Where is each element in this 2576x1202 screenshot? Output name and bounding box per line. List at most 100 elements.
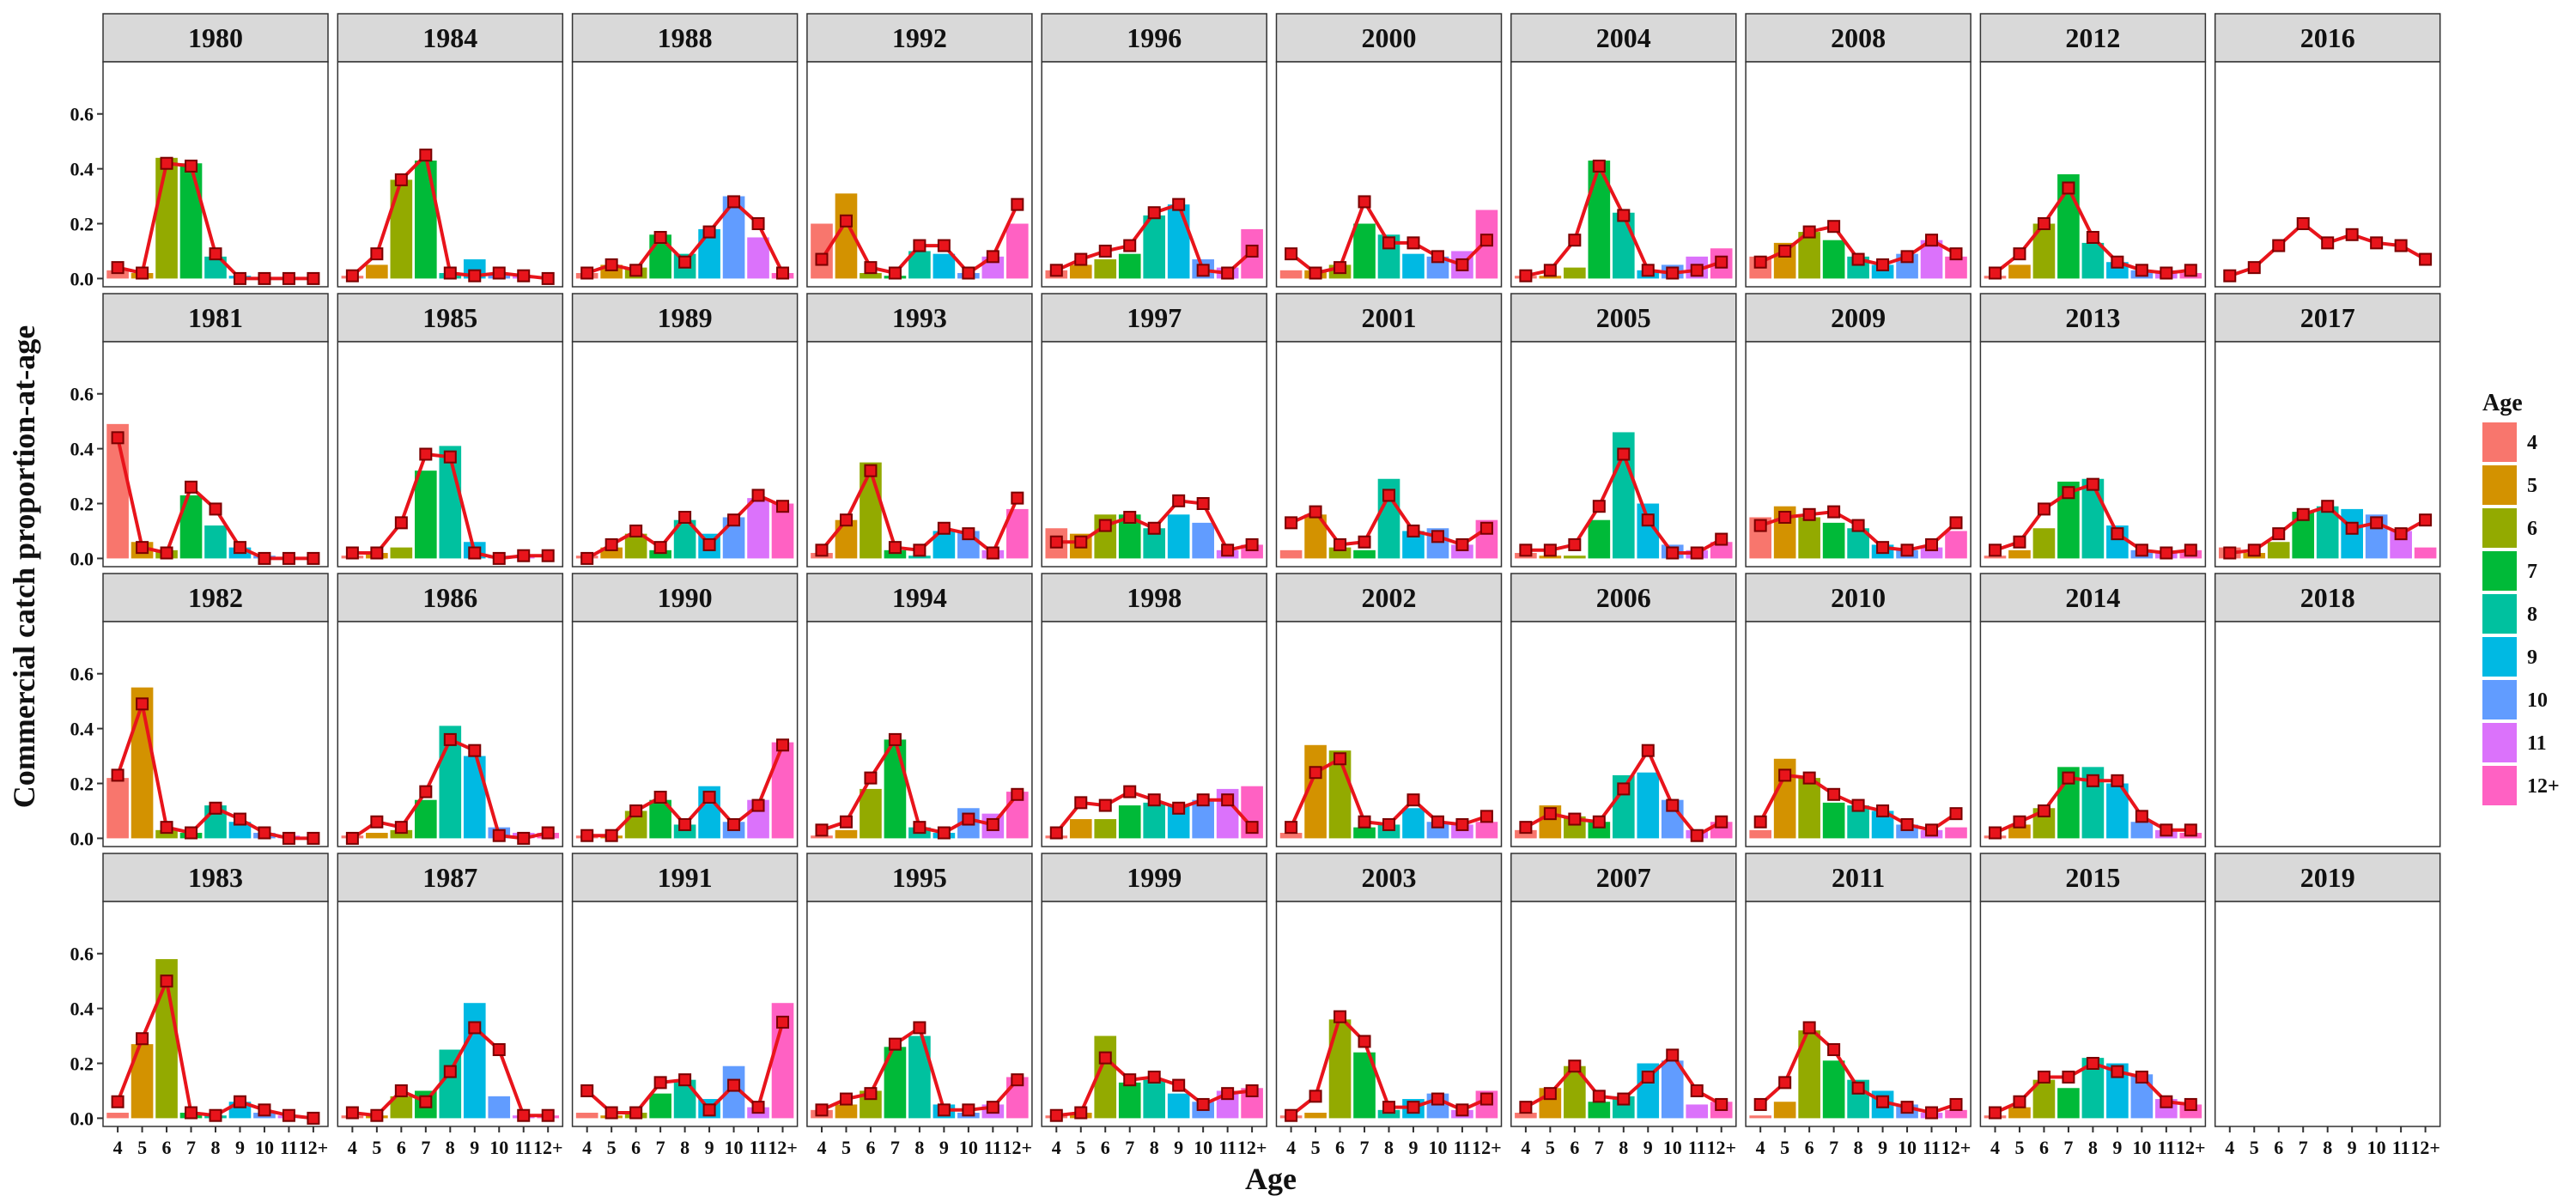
predicted-point-age-10: [492, 266, 506, 280]
predicted-point-age-11: [282, 1108, 295, 1122]
predicted-point-age-11: [1690, 829, 1704, 842]
predicted-point-age-6: [160, 974, 173, 988]
bar-age-6: [155, 829, 178, 839]
predicted-point-age-10: [1431, 815, 1444, 829]
x-tick-label: 5: [2014, 1137, 2024, 1158]
facet-panel-border: [337, 341, 564, 568]
facet-strip-label: 1990: [658, 582, 713, 613]
predicted-point-age-7: [1358, 1035, 1371, 1048]
predicted-point-age-4: [815, 823, 829, 837]
x-tick-label: 12+: [1472, 1137, 1502, 1158]
bar-age-7: [415, 161, 437, 279]
predicted-point-age-9: [233, 271, 246, 285]
bar-age-4: [811, 835, 833, 839]
legend-label-age-7: 7: [2527, 561, 2537, 583]
facet-panel: 2018: [2214, 573, 2441, 847]
predicted-point-age-8: [1147, 206, 1161, 220]
predicted-point-age-12+: [1949, 1097, 1963, 1111]
facet-strip-label: 1986: [422, 582, 477, 613]
bar-age-6: [1094, 819, 1117, 839]
facet-strip: [806, 853, 1033, 902]
predicted-point-age-10: [492, 829, 506, 842]
predicted-point-age-5: [605, 537, 618, 551]
predicted-point-age-9: [1641, 264, 1655, 277]
predicted-point-age-5: [839, 513, 853, 527]
facet-panel: 1986: [337, 573, 564, 847]
facet-strip-label: 1998: [1127, 582, 1182, 613]
x-tick-label: 12+: [1706, 1137, 1736, 1158]
bar-age-12+: [1005, 223, 1029, 279]
x-tick-label: 6: [1335, 1137, 1345, 1158]
predicted-point-age-10: [492, 551, 506, 565]
x-tick-label: 7: [890, 1137, 900, 1158]
facet-strip-label: 1983: [188, 862, 243, 893]
bar-age-6: [1564, 267, 1586, 279]
predicted-point-age-7: [1592, 1090, 1606, 1103]
predicted-point-age-7: [1592, 500, 1606, 513]
predicted-point-age-12+: [541, 826, 555, 840]
legend-label-age-8: 8: [2527, 604, 2537, 626]
predicted-point-age-12+: [307, 551, 320, 565]
facet-panel-border: [571, 61, 799, 288]
bar-age-4: [1984, 555, 2007, 559]
predicted-point-age-4: [580, 551, 594, 565]
predicted-point-age-5: [1074, 535, 1088, 549]
x-tick-label: 12+: [2176, 1137, 2206, 1158]
facet-strip-label: 2006: [1596, 582, 1651, 613]
predicted-point-age-10: [1666, 798, 1680, 812]
legend-key-age-9: [2482, 637, 2517, 677]
facet-strip: [102, 293, 329, 343]
facet-panel-border: [1041, 61, 1267, 288]
facet-strip-label: 2002: [1362, 582, 1417, 613]
predicted-point-age-12+: [1479, 1092, 1493, 1106]
predicted-point-age-5: [1074, 252, 1088, 266]
predicted-point-age-11: [1221, 266, 1235, 280]
facet-strip-label: 2001: [1362, 302, 1417, 333]
y-tick-label: 0.4: [70, 719, 94, 740]
predicted-point-age-7: [2062, 181, 2075, 195]
predicted-point-age-12+: [1949, 807, 1963, 821]
facet-panel: 1999: [1041, 853, 1267, 1127]
predicted-point-age-7: [653, 541, 667, 555]
predicted-point-age-7: [1827, 505, 1841, 519]
bar-age-7: [884, 739, 907, 839]
bar-age-4: [1749, 829, 1772, 839]
facet-panel: 1990: [571, 573, 799, 847]
facet-panel-border: [102, 341, 329, 568]
predicted-point-age-7: [888, 266, 902, 280]
predicted-point-age-4: [1519, 1101, 1533, 1114]
predicted-point-age-8: [913, 1021, 927, 1035]
legend-key-age-10: [2482, 680, 2517, 719]
predicted-point-age-5: [136, 1032, 149, 1046]
predicted-point-age-5: [370, 1108, 384, 1122]
predicted-point-age-10: [1196, 264, 1210, 277]
predicted-point-age-8: [913, 239, 927, 252]
facet-panel-border: [806, 341, 1033, 568]
bar-age-10: [488, 1096, 511, 1119]
predicted-point-age-8: [1617, 782, 1631, 796]
facet-strip-label: 2007: [1596, 862, 1651, 893]
predicted-point-age-11: [751, 798, 765, 812]
x-tick-label: 9: [2112, 1137, 2122, 1158]
facet-panel-border: [2214, 341, 2441, 568]
predicted-point-age-9: [1641, 513, 1655, 527]
bar-age-7: [1822, 1060, 1845, 1119]
predicted-point-age-6: [2037, 502, 2050, 516]
bar-age-7: [1353, 827, 1376, 839]
facet-strip-label: 1993: [892, 302, 947, 333]
x-axis: 4 5 6 7 8 9 10 11 12+: [348, 1126, 562, 1158]
facet-panel: 1997: [1041, 293, 1267, 568]
x-tick-label: 6: [2039, 1137, 2049, 1158]
predicted-point-age-4: [580, 829, 594, 842]
predicted-point-age-12+: [307, 1111, 320, 1125]
x-tick-label: 11: [1218, 1137, 1236, 1158]
bar-age-4: [1515, 829, 1537, 839]
bar-age-5: [366, 264, 388, 279]
predicted-point-age-9: [233, 812, 246, 826]
predicted-point-age-5: [1309, 766, 1322, 780]
predicted-point-age-12+: [1715, 255, 1728, 269]
facet-panel-border: [1510, 621, 1737, 847]
predicted-point-age-10: [1666, 546, 1680, 560]
predicted-point-age-5: [2013, 1095, 2026, 1108]
predicted-point-age-7: [185, 826, 198, 840]
